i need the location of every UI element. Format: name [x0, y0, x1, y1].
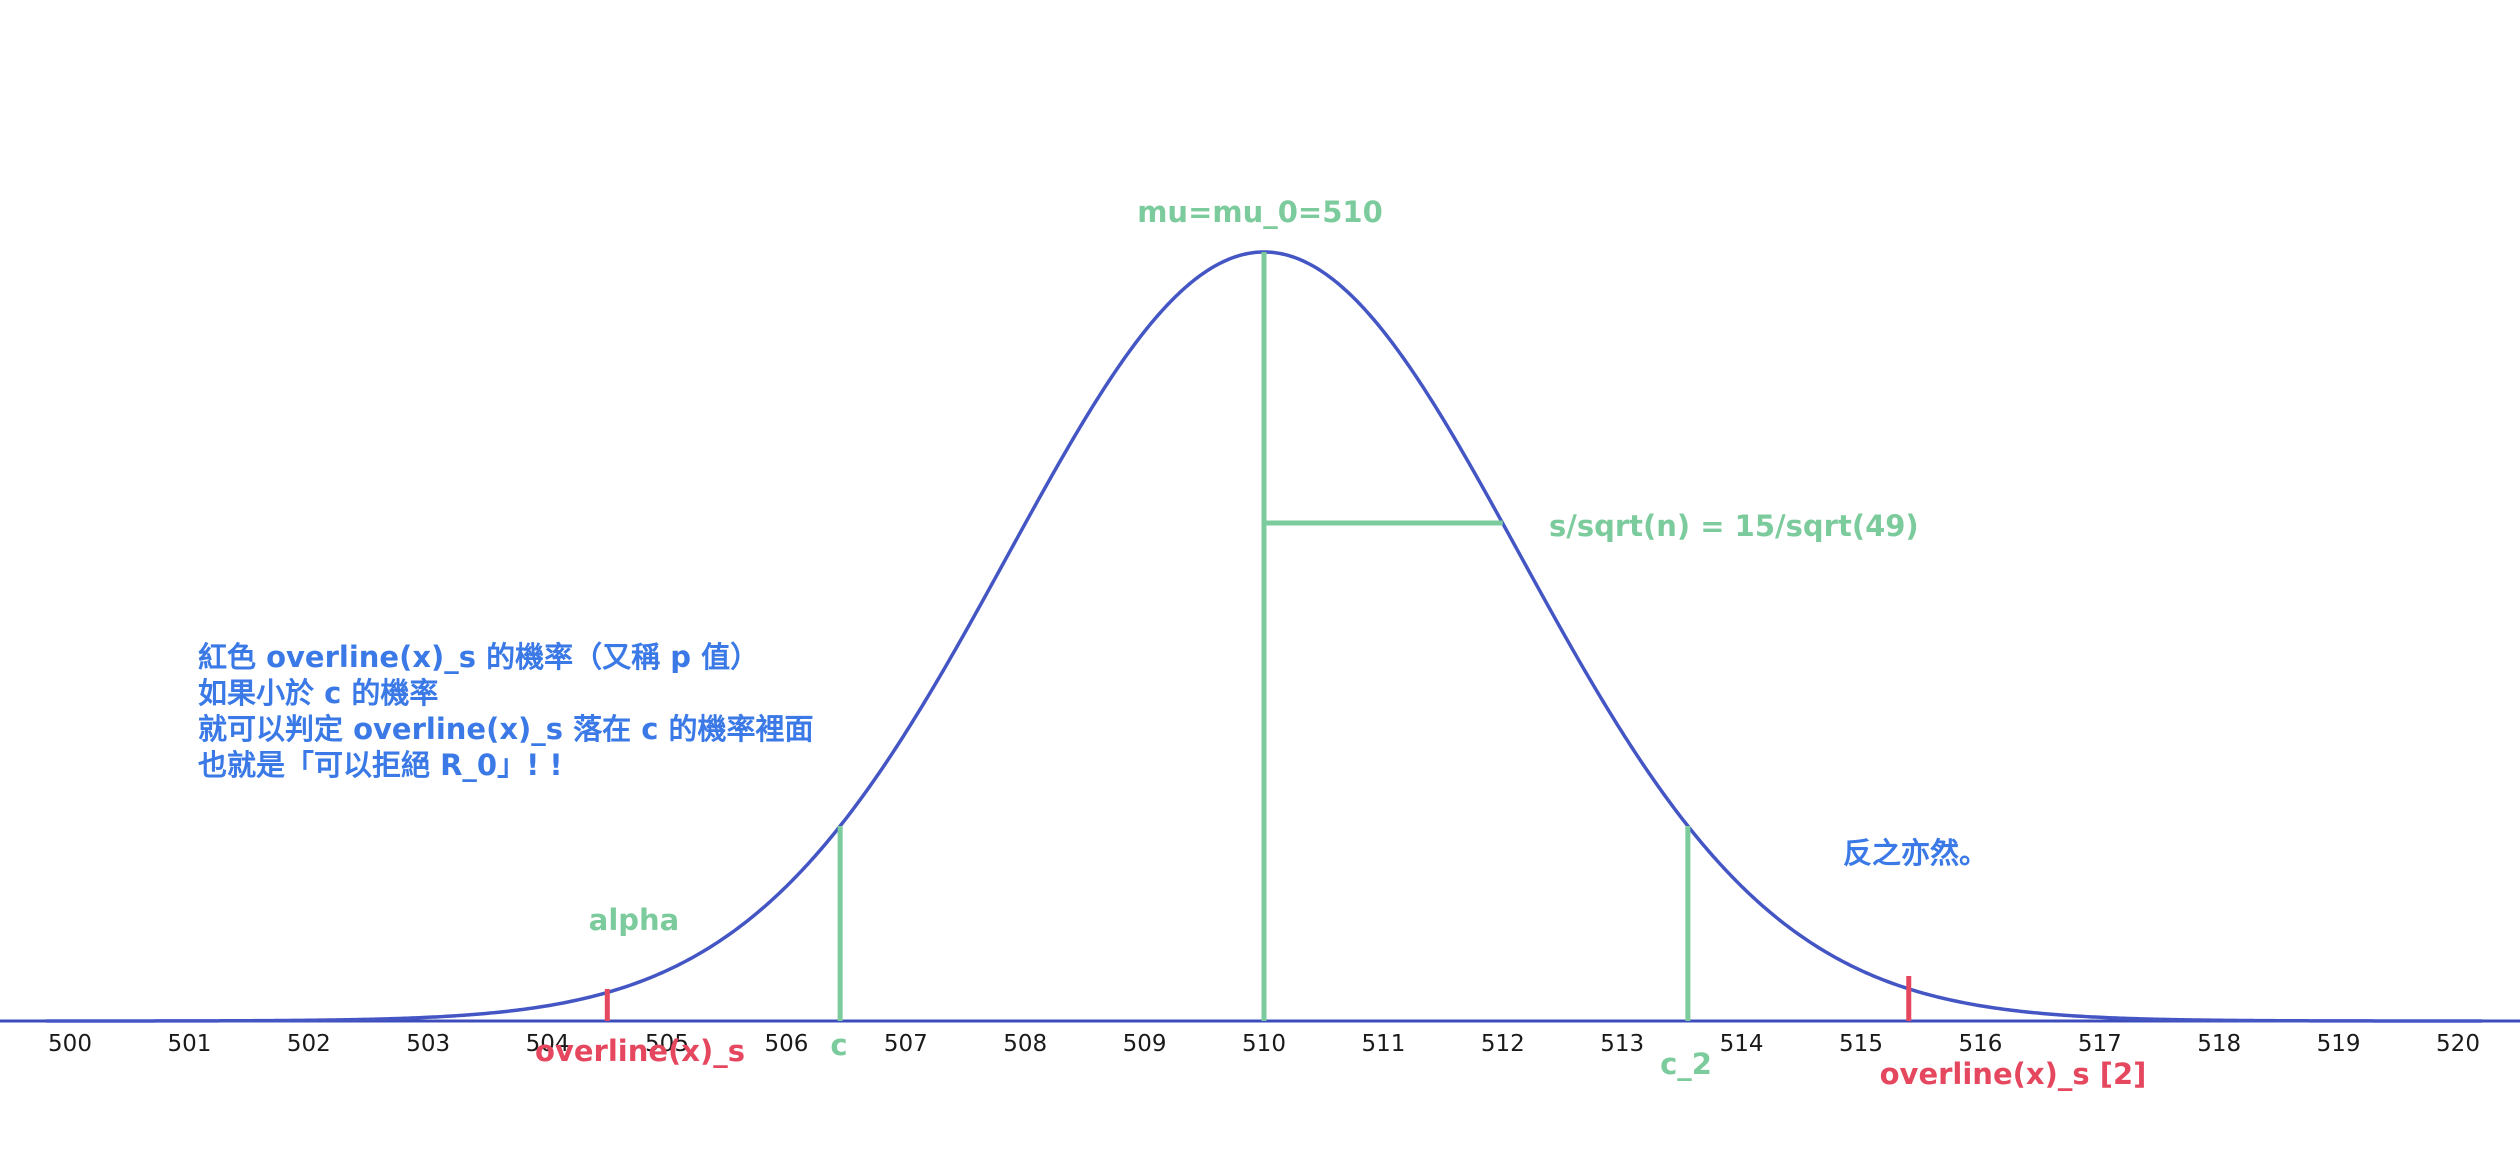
- critical-value-c-label: c: [830, 1028, 847, 1062]
- x-tick-label: 502: [287, 1031, 331, 1057]
- x-tick-label: 510: [1242, 1031, 1286, 1057]
- note-line-3: 就可以判定 overline(x)_s 落在 c 的機率裡面: [198, 712, 814, 746]
- x-tick-label: 507: [884, 1031, 928, 1057]
- mean-label: mu=mu_0=510: [1137, 195, 1383, 229]
- vice-versa-note: 反之亦然。: [1843, 836, 1988, 870]
- x-tick-label: 504: [526, 1031, 570, 1057]
- note-line-1: 紅色 overline(x)_s 的機率（又稱 p 值）: [198, 640, 759, 674]
- x-tick-label: 512: [1481, 1031, 1525, 1057]
- x-tick-label: 517: [2078, 1031, 2122, 1057]
- x-tick-label: 509: [1123, 1031, 1167, 1057]
- explanation-note: 紅色 overline(x)_s 的機率（又稱 p 值） 如果小於 c 的機率 …: [198, 640, 814, 782]
- x-tick-label: 519: [2317, 1031, 2361, 1057]
- note-line-2: 如果小於 c 的機率: [198, 676, 438, 710]
- x-tick-label: 505: [645, 1031, 689, 1057]
- sample-mean-label: overline(x)_s: [535, 1034, 745, 1068]
- x-tick-label: 508: [1003, 1031, 1047, 1057]
- x-axis-ticks: 500 501 502 503 504 505 506 507 508 509 510 511 512 5…: [48, 1031, 2480, 1057]
- sample-mean-2-label: overline(x)_s [2]: [1880, 1057, 2147, 1091]
- standard-error-label: s/sqrt(n) = 15/sqrt(49): [1549, 509, 1919, 543]
- x-tick-label: 515: [1839, 1031, 1883, 1057]
- x-tick-label: 513: [1600, 1031, 1644, 1057]
- critical-value-c2-label: c_2: [1660, 1047, 1712, 1081]
- x-tick-label: 501: [167, 1031, 211, 1057]
- alpha-label: alpha: [589, 903, 679, 937]
- x-tick-label: 506: [764, 1031, 808, 1057]
- x-tick-label: 514: [1720, 1031, 1764, 1057]
- x-tick-label: 520: [2436, 1031, 2480, 1057]
- x-tick-label: 503: [406, 1031, 450, 1057]
- x-tick-label: 516: [1958, 1031, 2002, 1057]
- x-tick-label: 518: [2197, 1031, 2241, 1057]
- note-line-4: 也就是「可以拒絕 R_0」! !: [198, 748, 563, 782]
- x-tick-label: 500: [48, 1031, 92, 1057]
- x-tick-label: 511: [1361, 1031, 1405, 1057]
